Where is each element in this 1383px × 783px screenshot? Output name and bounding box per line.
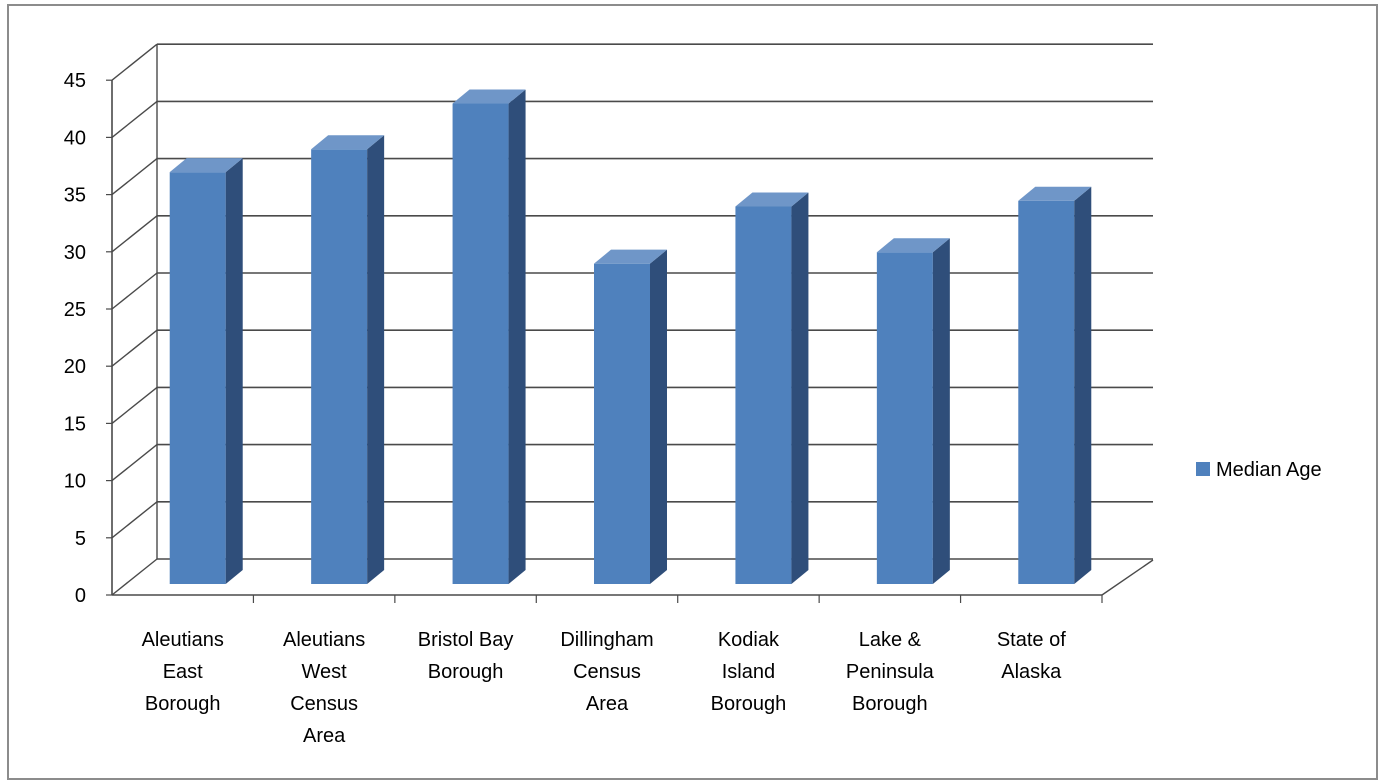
bar-front-1	[311, 149, 368, 584]
legend: Median Age	[1196, 459, 1322, 481]
x-category-label-line: East	[163, 661, 203, 683]
bar-front-4	[735, 206, 792, 585]
bar-front-3	[594, 263, 650, 584]
x-category-label-3: Dillingham Census Area	[560, 629, 653, 715]
gridline-depth-5	[111, 501, 158, 539]
bar-4	[735, 192, 809, 585]
bar-top-4	[735, 192, 809, 207]
bar-front-0	[169, 172, 226, 584]
axes	[106, 79, 1154, 603]
x-category-label-line: Borough	[711, 693, 787, 715]
bar-3	[594, 249, 667, 584]
bar-top-6	[1018, 186, 1092, 201]
x-category-label-line: Area	[586, 693, 629, 715]
x-category-label-line: Census	[290, 693, 358, 715]
x-category-label-line: Bristol Bay	[418, 629, 514, 651]
bar-front-6	[1018, 200, 1075, 584]
y-tick-label-30: 30	[64, 242, 86, 264]
bar-1	[311, 135, 385, 584]
y-axis-tick-labels: 0 5 10 15 20 25 30 35 40 45	[64, 70, 86, 607]
bar-side-6	[1074, 186, 1092, 584]
x-category-label-line: Dillingham	[560, 629, 653, 651]
bar-2	[452, 89, 526, 585]
x-category-label-line: Borough	[145, 693, 221, 715]
x-category-label-line: Census	[573, 661, 641, 683]
gridline-depth-40	[111, 100, 158, 138]
legend-label-median-age: Median Age	[1216, 459, 1322, 481]
gridline-depth-25	[111, 272, 158, 310]
bar-5	[876, 238, 950, 585]
y-tick-label-25: 25	[64, 299, 86, 321]
bar-front-5	[876, 252, 933, 585]
gridline-depth-35	[111, 158, 158, 196]
x-category-label-line: Aleutians	[283, 629, 365, 651]
x-category-label-line: Area	[303, 725, 346, 747]
legend-swatch	[1196, 462, 1210, 476]
gridline-depth-15	[111, 386, 158, 424]
bar-side-5	[932, 238, 950, 585]
gridline-depth-20	[111, 329, 158, 367]
bar-top-5	[876, 238, 950, 253]
x-category-label-line: Lake &	[859, 629, 922, 651]
y-tick-label-20: 20	[64, 356, 86, 378]
bar-side-3	[650, 249, 667, 584]
x-category-label-line: Kodiak	[718, 629, 780, 651]
x-category-label-line: Island	[722, 661, 775, 683]
x-category-label-0: Aleutians East Borough	[142, 629, 224, 715]
x-category-label-line: West	[302, 661, 348, 683]
x-category-label-line: Borough	[428, 661, 504, 683]
bar-6	[1018, 186, 1092, 584]
bar-side-0	[225, 158, 243, 584]
x-category-label-line: Aleutians	[142, 629, 224, 651]
x-category-label-4: Kodiak Island Borough	[711, 629, 787, 715]
bar-top-1	[311, 135, 385, 150]
bar-top-2	[452, 89, 526, 104]
bar-side-4	[791, 192, 809, 585]
bar-top-3	[594, 249, 667, 264]
x-category-label-6: State of Alaska	[997, 629, 1066, 683]
x-category-label-line: State of	[997, 629, 1066, 651]
bar-front-2	[452, 103, 509, 585]
bar-top-0	[169, 158, 243, 173]
gridline-depth-0	[111, 558, 158, 596]
y-tick-label-0: 0	[75, 585, 86, 607]
y-tick-label-15: 15	[64, 413, 86, 435]
gridline-depth-30	[111, 215, 158, 253]
y-tick-label-35: 35	[64, 185, 86, 207]
x-category-label-1: Aleutians West Census Area	[283, 629, 365, 747]
x-category-label-5: Lake & Peninsula Borough	[846, 629, 935, 715]
x-category-label-line: Alaska	[1001, 661, 1062, 683]
gridline-depth-10	[111, 444, 158, 482]
bar-side-1	[367, 135, 385, 584]
x-category-label-line: Borough	[852, 693, 928, 715]
x-category-label-line: Peninsula	[846, 661, 935, 683]
bar-side-2	[508, 89, 526, 585]
x-category-label-2: Bristol Bay Borough	[418, 629, 514, 683]
floor-right-edge	[1101, 559, 1154, 596]
y-tick-label-10: 10	[64, 471, 86, 493]
y-tick-label-5: 5	[75, 528, 86, 550]
bars	[169, 89, 1092, 585]
bar-0	[169, 158, 243, 584]
gridline-depth-45	[111, 43, 158, 81]
y-tick-label-45: 45	[64, 70, 86, 92]
y-tick-label-40: 40	[64, 127, 86, 149]
